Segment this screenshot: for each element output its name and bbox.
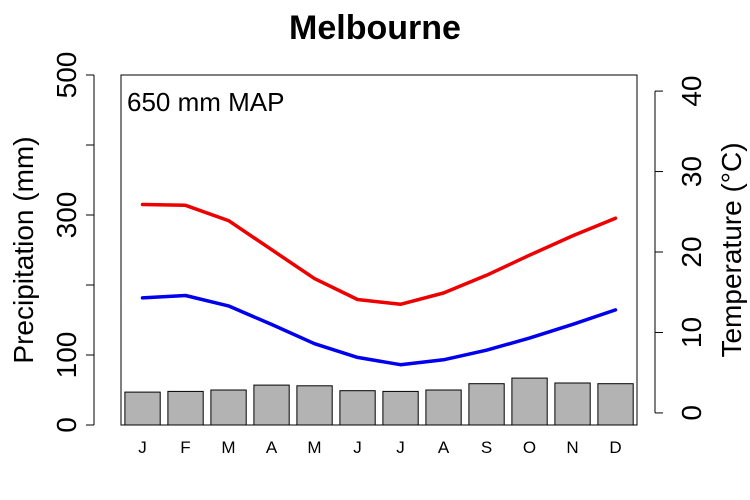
y-axis-left-label: Precipitation (mm) xyxy=(8,136,39,363)
precipitation-bar xyxy=(597,383,634,426)
precipitation-bar xyxy=(511,377,548,426)
left-tick-label: 300 xyxy=(51,192,82,239)
map-annotation: 650 mm MAP xyxy=(127,87,285,117)
precipitation-bar xyxy=(253,384,290,426)
month-label: O xyxy=(523,438,536,457)
right-tick-label: 0 xyxy=(676,405,707,421)
precipitation-bars xyxy=(124,377,634,426)
precipitation-bar xyxy=(296,385,333,426)
left-tick-label: 100 xyxy=(51,332,82,379)
max-temperature-line xyxy=(140,202,618,307)
right-tick-label: 40 xyxy=(676,76,707,107)
precipitation-bar xyxy=(124,391,161,426)
month-label: F xyxy=(180,438,190,457)
month-label: J xyxy=(396,438,405,457)
month-label: N xyxy=(566,438,578,457)
precipitation-bar xyxy=(468,383,505,426)
right-tick-label: 20 xyxy=(676,236,707,267)
month-label: J xyxy=(353,438,362,457)
month-label: A xyxy=(266,438,278,457)
temperature-lines xyxy=(140,202,618,367)
precipitation-bar xyxy=(167,390,204,426)
right-tick-label: 10 xyxy=(676,317,707,348)
precipitation-bar xyxy=(425,389,462,426)
month-label: M xyxy=(221,438,235,457)
left-tick-label: 0 xyxy=(51,417,82,433)
right-tick-label: 30 xyxy=(676,156,707,187)
chart-title: Melbourne xyxy=(289,9,461,47)
left-tick-label: 500 xyxy=(51,52,82,99)
month-label: A xyxy=(438,438,450,457)
plot-frame xyxy=(120,74,638,426)
precipitation-bar xyxy=(382,390,419,426)
precipitation-bar xyxy=(210,389,247,426)
month-label: D xyxy=(609,438,621,457)
y-axis-right-label: Temperature (°C) xyxy=(716,142,747,357)
month-label: M xyxy=(307,438,321,457)
min-temperature-line xyxy=(140,293,618,367)
precipitation-bar xyxy=(339,390,376,426)
month-label: J xyxy=(138,438,147,457)
precipitation-bar xyxy=(554,382,591,426)
temperature-axis: 0 10 20 30 40 xyxy=(654,76,707,421)
month-label: S xyxy=(481,438,492,457)
precipitation-axis: 0 100 300 500 xyxy=(51,52,95,433)
